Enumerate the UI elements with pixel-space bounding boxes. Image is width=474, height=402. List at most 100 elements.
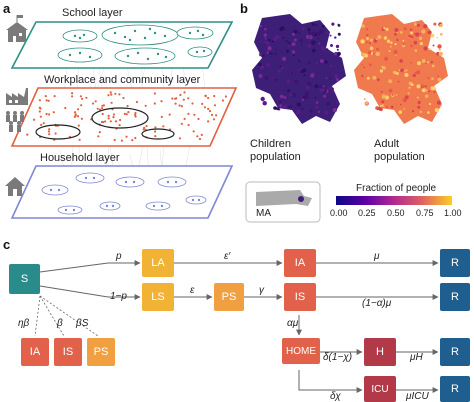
adult-map-speckle	[423, 46, 428, 51]
workplace-node	[85, 96, 88, 99]
adult-map-speckle	[437, 75, 440, 78]
children-map-speckle	[315, 71, 318, 74]
adult-map-speckle	[407, 92, 410, 95]
workplace-node	[94, 100, 97, 103]
children-map-speckle	[260, 96, 265, 102]
adult-map-speckle	[427, 77, 430, 80]
node-recovered-3: R	[440, 338, 470, 366]
children-population-label: Children population	[250, 138, 301, 164]
adult-map-speckle	[436, 100, 441, 105]
children-map-speckle	[259, 52, 263, 57]
workplace-node	[204, 94, 207, 97]
children-map-speckle	[288, 41, 291, 44]
children-map-speckle	[263, 41, 266, 44]
children-map-speckle	[279, 104, 283, 107]
children-map-speckle	[309, 83, 312, 86]
children-map-speckle	[302, 68, 307, 73]
workplace-node	[197, 117, 200, 121]
children-map-speckle	[329, 61, 331, 63]
adult-map-speckle	[412, 73, 416, 78]
adult-map-speckle	[394, 43, 397, 46]
adult-map-speckle	[416, 70, 421, 75]
adult-map-speckle	[363, 66, 365, 69]
workplace-node	[48, 133, 51, 136]
workplace-node	[134, 111, 137, 115]
edge-label-eps-prime: ε′	[224, 251, 231, 262]
workplace-node	[74, 114, 77, 117]
children-map-speckle	[306, 34, 309, 38]
workplace-node	[123, 112, 126, 115]
adult-map-speckle	[397, 80, 400, 83]
adult-map-speckle	[415, 32, 420, 37]
node-infector-asymptomatic: IA	[21, 338, 49, 366]
workplace-node	[76, 115, 80, 118]
adult-map-speckle	[411, 83, 414, 86]
adult-map-speckle	[365, 101, 369, 105]
workplace-node	[79, 95, 82, 98]
people-icon	[6, 111, 24, 132]
school-icon	[6, 15, 28, 42]
workplace-node	[92, 102, 95, 105]
children-map-speckle	[323, 94, 327, 98]
workplace-node	[187, 123, 190, 127]
adult-map-speckle	[436, 51, 440, 56]
adult-map-speckle	[372, 52, 375, 55]
children-map-speckle	[324, 60, 328, 64]
workplace-node	[109, 120, 112, 123]
adult-map-speckle	[369, 38, 373, 42]
adult-map-speckle	[403, 108, 406, 110]
workplace-node	[98, 131, 101, 134]
adult-map-speckle	[402, 39, 405, 42]
adult-map-speckle	[417, 105, 421, 109]
adult-map-speckle	[430, 33, 435, 38]
children-map-speckle	[307, 82, 310, 85]
adult-map-speckle	[360, 52, 365, 57]
children-map-speckle	[270, 52, 273, 55]
adult-map-speckle	[368, 51, 372, 55]
children-map-speckle	[268, 52, 271, 55]
node-recovered-4: R	[440, 376, 470, 402]
children-map-speckle	[326, 102, 330, 106]
children-map-speckle	[275, 78, 278, 81]
workplace-node	[127, 111, 130, 114]
adult-map-speckle	[403, 27, 407, 31]
children-map-speckle	[291, 50, 296, 54]
workplace-node	[224, 95, 227, 98]
children-map-speckle	[307, 28, 311, 32]
workplace-node	[126, 104, 129, 108]
children-map-speckle	[297, 59, 301, 63]
edge-label-mu: μ	[374, 251, 380, 262]
workplace-node	[112, 116, 115, 119]
children-map-speckle	[297, 69, 299, 71]
adult-map-speckle	[438, 48, 441, 51]
adult-map-speckle	[400, 68, 404, 73]
adult-map-speckle	[398, 110, 403, 114]
workplace-node	[201, 102, 204, 105]
children-map-speckle	[288, 105, 293, 109]
workplace-node	[213, 94, 216, 98]
workplace-node	[180, 105, 183, 108]
adult-map-speckle	[416, 84, 421, 89]
adult-map-speckle	[385, 95, 389, 100]
workplace-node	[154, 135, 157, 138]
panel-c-letter: c	[3, 237, 11, 252]
children-map-speckle	[284, 28, 287, 31]
workplace-node	[134, 115, 137, 118]
children-map-speckle	[334, 36, 337, 39]
children-map-speckle	[304, 91, 309, 96]
children-map-speckle	[322, 89, 325, 92]
adult-map-speckle	[432, 44, 435, 47]
children-map-speckle	[287, 45, 290, 48]
workplace-node	[154, 130, 157, 133]
children-map-speckle	[301, 108, 304, 110]
children-map-speckle	[271, 76, 274, 79]
adult-map-speckle	[430, 86, 435, 91]
workplace-node	[101, 107, 104, 110]
adult-map-speckle	[410, 28, 413, 31]
workplace-node	[45, 99, 48, 102]
adult-map-speckle	[376, 78, 380, 82]
node-hospital: H	[364, 338, 396, 366]
edge-label-delta-chi: δχ	[330, 391, 341, 402]
adult-map-speckle	[399, 31, 403, 34]
adult-map-speckle	[377, 35, 382, 40]
